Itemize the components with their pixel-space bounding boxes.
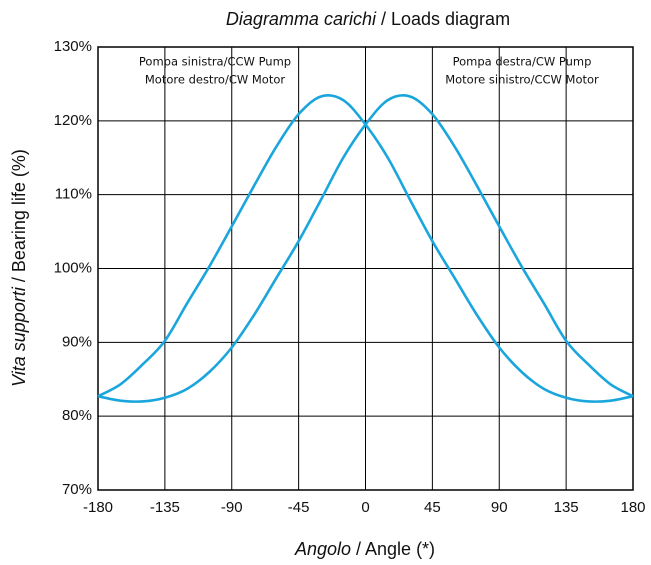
line-series [97,94,634,403]
plot-frame [97,46,634,491]
title-plain: / Loads diagram [381,9,510,29]
y-tick-label: 80% [62,407,92,424]
x-tick-label: -135 [150,499,180,516]
x-axis-label: Angolo / Angle (*) [294,539,435,559]
annotation: Motore sinistro/CCW Motor [445,73,599,87]
x-tick-label: 90 [491,499,508,516]
y-label-italic: Vita supporti [9,286,29,387]
x-tick-label: -180 [83,499,113,516]
y-tick-label: 130% [54,38,92,55]
annotation: Pompa destra/CW Pump [453,55,592,69]
x-tick-label: -90 [221,499,243,516]
y-tick-label: 110% [55,186,92,203]
y-tick-label: 70% [62,481,92,498]
x-tick-label: 0 [361,499,369,516]
y-tick-label: 100% [54,259,92,276]
y-label-plain: / Bearing life (%) [9,149,29,282]
x-tick-label: 45 [424,499,441,516]
x-tick-label: 135 [554,499,579,516]
title-italic: Diagramma carichi [226,9,377,29]
annotation: Pompa sinistra/CCW Pump [139,55,291,69]
chart-title: Diagramma carichi / Loads diagram [226,9,510,29]
annotation: Motore destro/CW Motor [145,73,286,87]
x-label-plain: / Angle (*) [356,539,435,559]
x-tick-label: 180 [620,499,645,516]
y-tick-label: 90% [62,333,92,350]
x-tick-label: -45 [288,499,310,516]
x-label-italic: Angolo [294,539,351,559]
y-tick-label: 120% [54,112,92,129]
y-axis-label: Vita supporti / Bearing life (%) [9,149,29,387]
